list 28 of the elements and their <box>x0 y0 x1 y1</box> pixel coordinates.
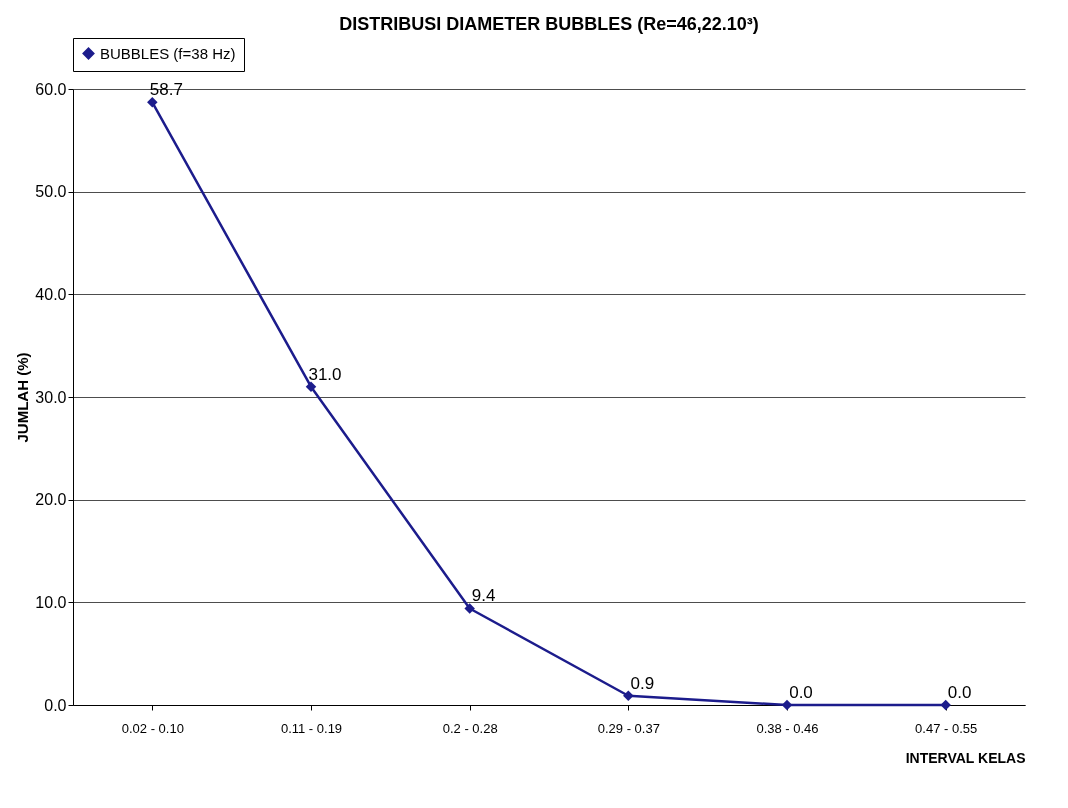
x-tick-label: 0.02 - 0.10 <box>121 720 184 736</box>
point <box>623 690 634 701</box>
y-tick-label: 50.0 <box>35 183 67 201</box>
y-tick-label: 60.0 <box>35 80 67 98</box>
y-tick-label: 0.0 <box>44 696 67 714</box>
data-label: 0.0 <box>789 683 813 702</box>
x-axis-title: INTERVAL KELAS <box>905 749 1026 766</box>
legend-label: BUBBLES (f=38 Hz) <box>100 44 236 62</box>
point <box>305 381 317 392</box>
data-label: 0.0 <box>947 683 972 702</box>
point <box>147 97 158 108</box>
data-label: 9.4 <box>471 586 496 606</box>
point <box>464 603 475 614</box>
point <box>781 699 793 711</box>
point <box>940 699 951 711</box>
y-tick-label: 10.0 <box>35 593 67 611</box>
x-tick-label: 0.47 - 0.55 <box>915 720 978 736</box>
y-axis-title: JUMLAH (%) <box>14 352 32 443</box>
data-label: 31.0 <box>308 364 342 384</box>
y-tick-label: 20.0 <box>35 491 67 509</box>
chart-title: DISTRIBUSI DIAMETER BUBBLES (Re=46,22.10³) <box>339 13 759 34</box>
x-tick-label: 0.11 - 0.19 <box>280 720 343 736</box>
data-label: 0.9 <box>630 673 655 693</box>
x-tick-label: 0.38 - 0.46 <box>756 720 819 736</box>
y-tick-label: 30.0 <box>35 388 67 406</box>
x-tick-label: 0.2 - 0.28 <box>442 720 498 736</box>
y-tick-label: 40.0 <box>35 285 67 303</box>
x-tick-label: 0.29 - 0.37 <box>597 720 660 736</box>
